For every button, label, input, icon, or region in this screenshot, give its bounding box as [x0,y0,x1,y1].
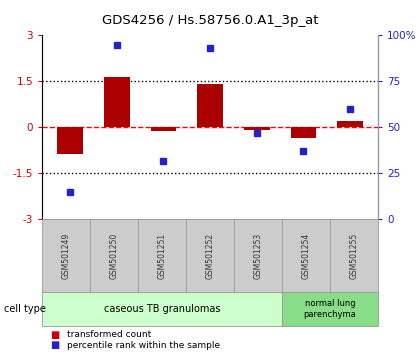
Text: caseous TB granulomas: caseous TB granulomas [104,304,220,314]
Bar [104,77,129,127]
Bar [150,127,176,131]
Text: GSM501254: GSM501254 [302,233,310,279]
Text: GDS4256 / Hs.58756.0.A1_3p_at: GDS4256 / Hs.58756.0.A1_3p_at [102,14,318,27]
Text: GSM501249: GSM501249 [61,233,71,279]
Text: cell type: cell type [4,304,46,314]
Text: GSM501255: GSM501255 [349,233,359,279]
Text: percentile rank within the sample: percentile rank within the sample [67,341,220,350]
Text: GSM501250: GSM501250 [110,233,118,279]
Bar [244,127,270,130]
Text: GSM501251: GSM501251 [158,233,166,279]
Text: ■: ■ [50,330,60,339]
Text: ■: ■ [50,340,60,350]
Text: GSM501252: GSM501252 [205,233,215,279]
Text: transformed count: transformed count [67,330,152,339]
Bar [291,127,316,138]
Bar [197,85,223,127]
Text: GSM501253: GSM501253 [254,233,262,279]
Bar [337,121,363,127]
Bar [57,127,83,154]
Text: normal lung
parenchyma: normal lung parenchyma [304,299,357,319]
